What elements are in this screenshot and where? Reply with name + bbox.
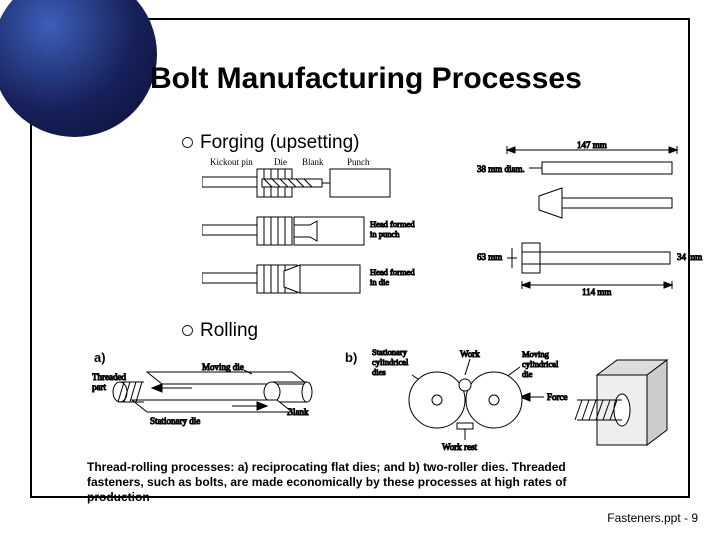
dim-head: 63 mm bbox=[477, 252, 502, 262]
label-moving: Moving bbox=[522, 349, 550, 359]
bullet-forging-text: Forging (upsetting) bbox=[200, 132, 359, 153]
bullet-forging: Forging (upsetting) bbox=[182, 132, 359, 154]
label-head-die2: in die bbox=[370, 277, 389, 287]
forging-dims-diagram: 147 mm 38 mm diam. 63 mm bbox=[477, 140, 707, 310]
page-title: Bolt Manufacturing Processes bbox=[150, 62, 582, 96]
svg-text:cylindrical: cylindrical bbox=[372, 357, 409, 367]
svg-text:cylindrical: cylindrical bbox=[522, 359, 559, 369]
label-head-punch: Head formed bbox=[370, 219, 415, 229]
slide: Bolt Manufacturing Processes Forging (up… bbox=[0, 0, 720, 540]
dim-diam: 38 mm diam. bbox=[477, 164, 525, 174]
label-moving-die: Moving die bbox=[202, 362, 244, 372]
label-die: Die bbox=[274, 157, 287, 167]
dim-total: 114 mm bbox=[582, 287, 611, 297]
label-threaded1: Threaded bbox=[92, 372, 126, 382]
caption: Thread-rolling processes: a) reciprocati… bbox=[87, 460, 607, 505]
footer: Fasteners.ppt - 9 bbox=[607, 511, 698, 525]
label-kickout: Kickout pin bbox=[210, 157, 253, 167]
label-threaded2: part bbox=[92, 382, 106, 392]
bullet-icon bbox=[182, 325, 193, 336]
label-work-rest: Work rest bbox=[442, 442, 478, 452]
forging-stages-diagram: Kickout pin Die Blank Punch bbox=[202, 155, 432, 310]
label-blank: Blank bbox=[302, 157, 324, 167]
label-work: Work bbox=[460, 349, 480, 359]
label-punch: Punch bbox=[347, 157, 370, 167]
dim-shank: 34 mm bbox=[677, 252, 702, 262]
svg-text:dies: dies bbox=[372, 367, 386, 377]
bullet-icon bbox=[182, 137, 193, 148]
rolling-flat-dies-diagram: Moving die Blank Stationary die bbox=[92, 360, 322, 450]
bullet-rolling-text: Rolling bbox=[200, 320, 258, 341]
label-head-die: Head formed bbox=[370, 267, 415, 277]
rolling-roller-dies-diagram: Stationary cylindrical dies Work Moving … bbox=[352, 345, 697, 455]
label-head-punch2: in punch bbox=[370, 229, 400, 239]
label-force: Force bbox=[547, 392, 568, 402]
bullet-rolling: Rolling bbox=[182, 320, 258, 342]
svg-text:die: die bbox=[522, 369, 533, 379]
label-stationary: Stationary bbox=[372, 347, 408, 357]
dim-length: 147 mm bbox=[577, 140, 607, 150]
label-stationary-die: Stationary die bbox=[150, 416, 200, 426]
